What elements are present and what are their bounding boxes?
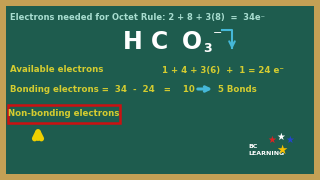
Text: ★: ★ <box>286 135 294 145</box>
Text: 5 Bonds: 5 Bonds <box>218 84 257 93</box>
Text: Available electrons: Available electrons <box>10 66 103 75</box>
Text: Electrons needed for Octet Rule: 2 + 8 + 3(8)  =  34e⁻: Electrons needed for Octet Rule: 2 + 8 +… <box>10 13 265 22</box>
Bar <box>8 105 120 123</box>
Text: ★: ★ <box>276 132 285 142</box>
Text: Bonding electrons =  34  -  24   =    10: Bonding electrons = 34 - 24 = 10 <box>10 84 195 93</box>
Text: O: O <box>182 30 202 54</box>
Text: ★: ★ <box>276 143 288 156</box>
Text: 1 + 4 + 3(6)  +  1 = 24 e⁻: 1 + 4 + 3(6) + 1 = 24 e⁻ <box>162 66 284 75</box>
Text: ★: ★ <box>268 135 276 145</box>
Text: 3: 3 <box>203 42 211 55</box>
Text: C: C <box>151 30 169 54</box>
Text: BC
LEARNING: BC LEARNING <box>248 144 284 156</box>
Text: Non-bonding electrons: Non-bonding electrons <box>8 109 120 118</box>
Text: H: H <box>123 30 143 54</box>
Text: −: − <box>213 28 223 38</box>
